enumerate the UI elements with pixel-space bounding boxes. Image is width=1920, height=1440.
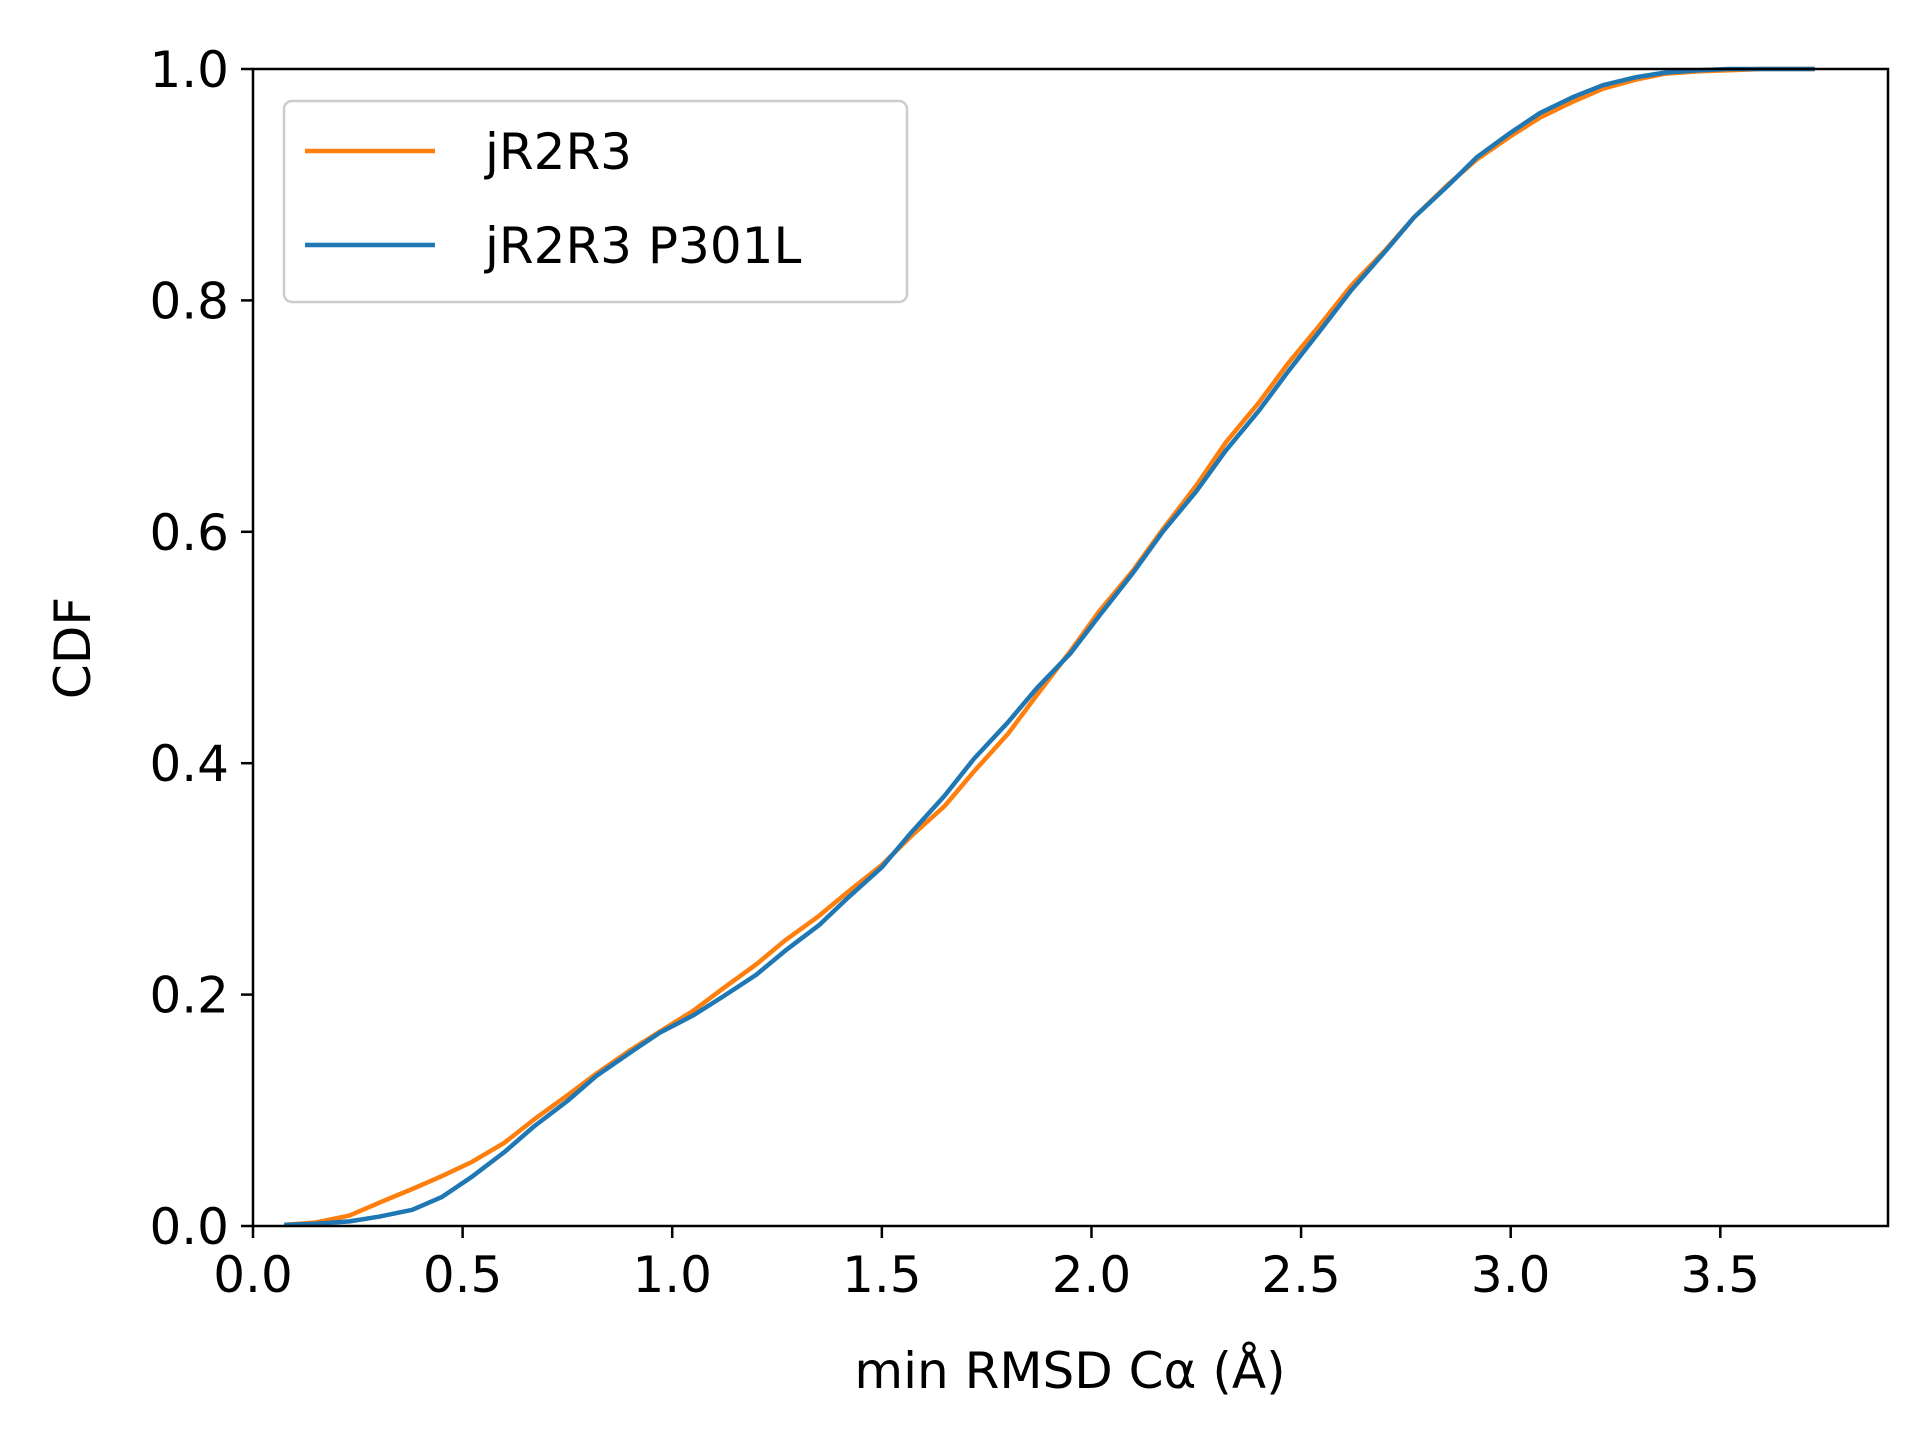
- x-tick-label: 3.5: [1681, 1246, 1761, 1304]
- y-axis-ticks: 0.0 0.2 0.4 0.6 0.8 1.0: [149, 41, 253, 1256]
- x-tick-label: 0.5: [423, 1246, 503, 1304]
- x-tick-label: 1.0: [632, 1246, 712, 1304]
- y-axis-label: CDF: [44, 597, 102, 699]
- y-tick-label: 1.0: [149, 41, 229, 99]
- y-tick-label: 0.8: [149, 272, 229, 330]
- plot-frame: [251, 67, 1890, 1228]
- series-line-jr2r3: [284, 66, 1815, 1228]
- legend-label-jr2r3: jR2R3: [484, 123, 632, 181]
- y-tick-label: 0.0: [149, 1198, 229, 1256]
- x-axis-ticks: 0.0 0.5 1.0 1.5 2.0 2.5 3.0 3.5: [213, 1226, 1760, 1304]
- x-tick-label: 2.0: [1052, 1246, 1132, 1304]
- legend-label-jr2r3-p301l: jR2R3 P301L: [484, 217, 801, 275]
- y-tick-label: 0.2: [149, 967, 229, 1025]
- x-axis-label: min RMSD Cα (Å): [854, 1342, 1285, 1400]
- series-layer: [284, 66, 1815, 1228]
- x-tick-label: 0.0: [213, 1246, 293, 1304]
- x-tick-label: 3.0: [1471, 1246, 1551, 1304]
- x-tick-label: 2.5: [1261, 1246, 1341, 1304]
- x-tick-label: 1.5: [842, 1246, 922, 1304]
- legend-frame: [282, 99, 909, 304]
- y-tick-label: 0.6: [149, 504, 229, 562]
- legend: jR2R3 jR2R3 P301L: [282, 99, 909, 304]
- series-line-jr2r3-p301l: [284, 66, 1815, 1228]
- y-tick-label: 0.4: [149, 735, 229, 793]
